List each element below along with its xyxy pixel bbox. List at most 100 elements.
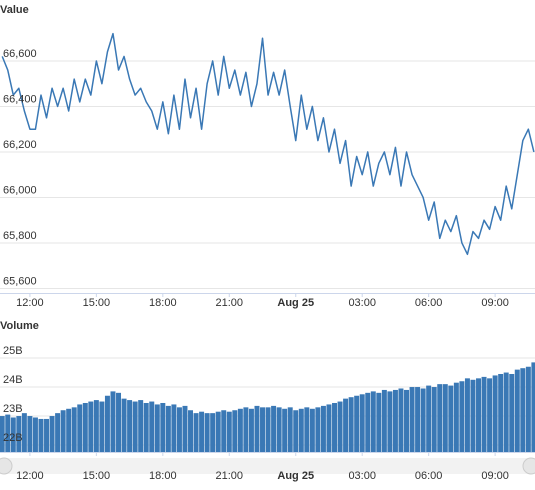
volume-bar	[232, 410, 238, 452]
volume-bar	[298, 408, 304, 452]
volume-bar	[398, 388, 404, 452]
volume-bar	[165, 405, 171, 452]
volume-bar	[243, 407, 249, 452]
y-tick-label: 22B	[3, 432, 23, 444]
volume-bar	[476, 378, 482, 452]
volume-bar	[332, 402, 338, 452]
volume-bar	[248, 408, 254, 452]
x-tick-label: 21:00	[216, 470, 244, 482]
x-tick-label: 18:00	[149, 297, 177, 309]
scrollbar-track	[0, 458, 535, 474]
y-tick-label: 66,200	[3, 139, 37, 151]
volume-bar	[365, 392, 371, 452]
scroll-button[interactable]	[522, 457, 535, 475]
volume-bar	[392, 389, 398, 452]
volume-bar	[104, 395, 110, 452]
volume-bar	[160, 402, 166, 452]
volume-bar	[282, 408, 288, 452]
x-tick-label: 06:00	[415, 470, 443, 482]
x-tick-label: 09:00	[481, 470, 509, 482]
y-tick-label: 24B	[3, 374, 23, 386]
volume-bar	[492, 375, 498, 452]
volume-bar	[531, 362, 535, 452]
volume-bar	[38, 418, 44, 452]
volume-bar	[88, 401, 94, 452]
y-tick-label: 65,600	[3, 275, 37, 287]
volume-bar	[426, 385, 432, 452]
volume-bar	[44, 418, 50, 452]
volume-bar	[260, 407, 266, 452]
volume-bar	[481, 376, 487, 452]
volume-bar	[437, 384, 443, 452]
volume-bar	[132, 401, 138, 452]
volume-bar	[237, 408, 243, 452]
volume-bar	[199, 411, 205, 452]
volume-bar	[276, 407, 282, 452]
volume-bar	[10, 417, 16, 452]
volume-bar	[27, 416, 33, 452]
volume-bar	[99, 401, 105, 452]
volume-bar	[77, 404, 83, 452]
volume-bar	[93, 400, 99, 452]
volume-bar	[171, 404, 177, 452]
volume-bar	[110, 391, 116, 452]
volume-bar	[32, 417, 38, 452]
volume-bar	[143, 402, 149, 452]
volume-bar	[82, 402, 88, 452]
volume-bar	[226, 411, 232, 452]
volume-bar	[448, 385, 454, 452]
volume-bar	[509, 373, 515, 452]
volume-bar	[304, 407, 310, 452]
volume-bar	[71, 407, 77, 452]
volume-bar	[453, 382, 459, 452]
volume-bar	[420, 388, 426, 452]
volume-bar	[66, 408, 72, 452]
volume-bar	[254, 405, 260, 452]
volume-bar	[498, 373, 504, 452]
volume-bar	[487, 378, 493, 452]
volume-bar	[138, 400, 144, 452]
plots: 65,600 65,800 66,000 66,200 66,400 66,600 12:0…	[0, 32, 535, 482]
x-tick-label: 03:00	[348, 297, 376, 309]
volume-bar	[0, 416, 5, 452]
y-tick-label: 66,000	[3, 184, 37, 196]
volume-bar	[21, 413, 27, 452]
volume-bar	[320, 405, 326, 452]
volume-bar	[116, 392, 122, 452]
volume-bar	[431, 387, 437, 452]
volume-bar	[409, 387, 415, 452]
x-tick-label: 03:00	[348, 470, 376, 482]
volume-bar	[176, 407, 182, 452]
price-line	[1, 32, 535, 256]
x-tick-label: 15:00	[83, 470, 111, 482]
volume-bar	[442, 384, 448, 452]
volume-bar	[60, 410, 66, 452]
panel-title: Volume	[0, 320, 39, 332]
x-tick-label: 15:00	[83, 297, 111, 309]
x-tick-label: 09:00	[481, 297, 509, 309]
x-tick-label: 21:00	[216, 297, 244, 309]
volume-bar	[265, 407, 271, 452]
x-tick-label: 12:00	[16, 297, 44, 309]
volume-bar	[370, 391, 376, 452]
volume-bar	[343, 398, 349, 452]
x-tick-label: 06:00	[415, 297, 443, 309]
volume-bar	[49, 416, 55, 452]
volume-bar	[188, 410, 194, 452]
volume-bar	[337, 401, 343, 452]
volume-bar	[271, 405, 277, 452]
volume-bar	[16, 416, 22, 452]
volume-bar	[210, 413, 216, 452]
volume-bar	[215, 411, 221, 452]
volume-bar	[121, 398, 127, 452]
volume-bar	[55, 413, 61, 452]
volume-bar	[154, 404, 160, 452]
volume-bar	[204, 413, 210, 452]
volume-bar	[359, 394, 365, 452]
volume-bar	[470, 379, 476, 452]
volume-bar	[293, 410, 299, 452]
volume-bar	[354, 395, 360, 452]
y-tick-label: 25B	[3, 345, 23, 357]
scroll-button[interactable]	[0, 457, 13, 475]
